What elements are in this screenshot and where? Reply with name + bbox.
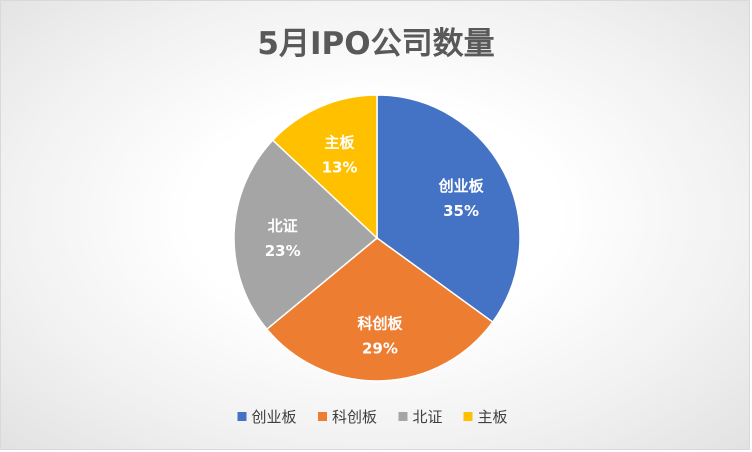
slice-labels: 创业板 35% 科创板 29% 北证 23% 主板 13% [265, 133, 485, 357]
legend-swatch-1 [237, 412, 247, 421]
legend-swatch-4 [463, 412, 473, 421]
slice-category-label-3: 北证 [268, 217, 298, 235]
slice-value-label-1: 35% [443, 202, 479, 220]
pie-slice-3 [233, 139, 379, 331]
slice-category-label-1: 创业板 [438, 177, 485, 195]
legend-label-2: 科创板 [332, 408, 377, 426]
pie-slices [233, 94, 521, 382]
legend-swatch-3 [398, 412, 408, 421]
slice-value-label-3: 23% [265, 242, 301, 260]
legend-label-3: 北证 [413, 408, 443, 426]
legend-swatch-2 [318, 412, 327, 421]
pie-slice-1 [376, 94, 521, 324]
slice-category-label-2: 科创板 [357, 314, 403, 332]
legend: 创业板 科创板 北证 主板 [237, 408, 508, 426]
pie-slice-4 [271, 94, 378, 240]
slice-value-label-2: 29% [362, 339, 398, 357]
chart-title: 5月IPO公司数量 [257, 26, 494, 62]
slice-category-label-4: 主板 [325, 133, 356, 151]
pie-slice-2 [265, 237, 494, 382]
slice-value-label-4: 13% [322, 158, 358, 176]
legend-label-1: 创业板 [252, 408, 297, 426]
legend-label-4: 主板 [478, 408, 508, 426]
